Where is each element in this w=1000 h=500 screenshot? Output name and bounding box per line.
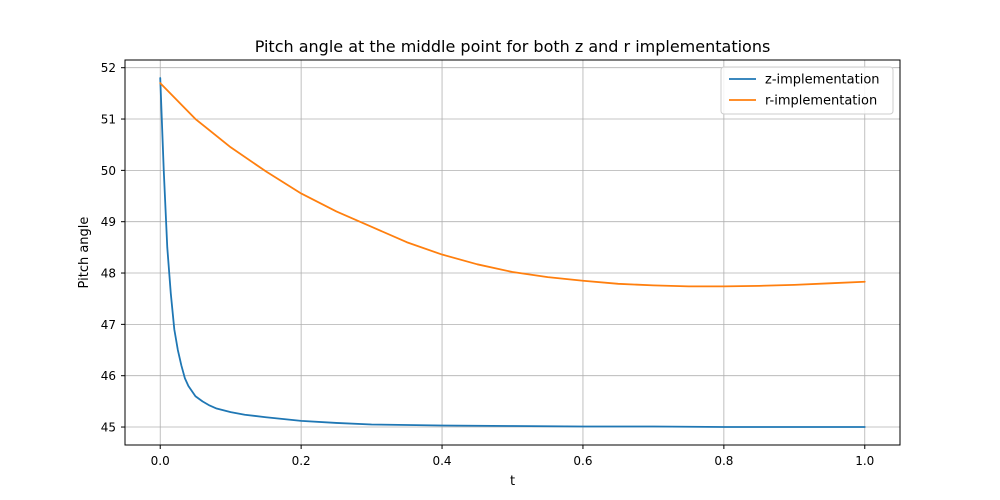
series-line-z-implementation	[159, 77, 866, 428]
y-axis: 45 46 47 48 49 50 51 52	[101, 61, 125, 435]
x-axis: 0.0 0.2 0.4 0.6 0.8 1.0	[151, 445, 874, 468]
y-tick-label: 45	[101, 421, 116, 435]
legend: z-implementation r-implementation	[720, 66, 894, 115]
y-tick-label: 50	[101, 164, 116, 178]
y-tick-label: 47	[101, 318, 116, 332]
y-tick-label: 51	[101, 113, 116, 127]
series-layer	[159, 77, 866, 428]
x-tick-label: 1.0	[855, 454, 874, 468]
series-line-r-implementation	[159, 82, 866, 288]
plot-frame	[124, 59, 901, 446]
x-tick-label: 0.8	[714, 454, 733, 468]
x-tick-label: 0.2	[292, 454, 311, 468]
x-tick-label: 0.6	[573, 454, 592, 468]
y-tick-label: 52	[101, 61, 116, 75]
y-tick-label: 46	[101, 369, 116, 383]
y-axis-title: Pitch angle	[77, 217, 92, 289]
y-tick-label: 49	[101, 215, 116, 229]
y-tick-label: 48	[101, 267, 116, 281]
x-tick-label: 0.0	[151, 454, 170, 468]
legend-label: r-implementation	[765, 94, 877, 109]
x-tick-label: 0.4	[432, 454, 451, 468]
legend-label: z-implementation	[765, 73, 880, 88]
x-axis-title: t	[510, 474, 515, 489]
chart-title: Pitch angle at the middle point for both…	[255, 37, 771, 56]
legend-box	[720, 66, 894, 115]
